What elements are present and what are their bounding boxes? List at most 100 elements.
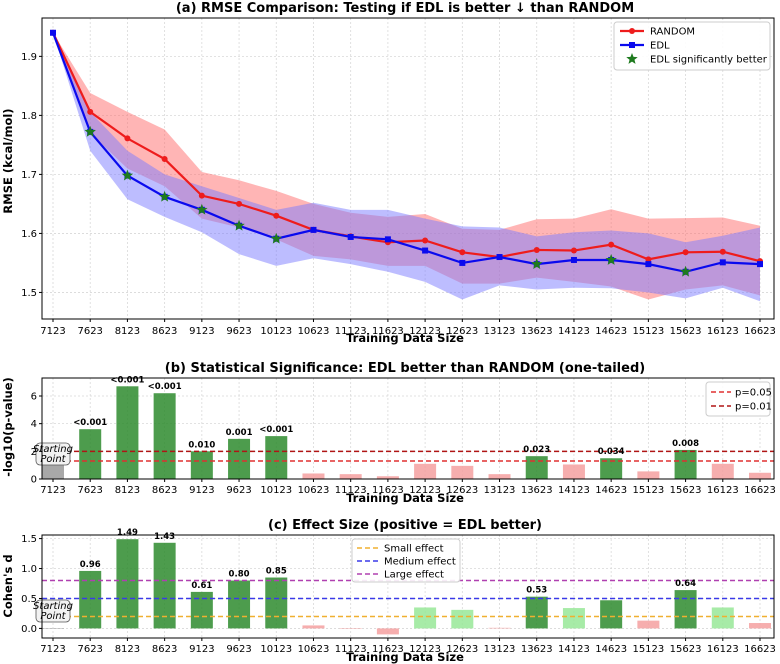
bar	[153, 393, 176, 479]
bar	[414, 463, 437, 479]
x-tick-label: 12123	[409, 326, 441, 337]
plot-frame	[41, 377, 775, 480]
y-tick-label: 1.7	[21, 170, 37, 181]
y-tick-label: 1.0	[21, 564, 37, 575]
bar	[376, 476, 399, 479]
x-tick-label: 8123	[115, 644, 140, 655]
bar-value-label: <0.001	[259, 425, 293, 435]
x-tick-label: 8123	[115, 326, 140, 337]
legend-label: p=0.01	[735, 402, 772, 413]
starting-point-box	[35, 599, 71, 623]
starting-point-label: Point	[40, 611, 66, 622]
legend-marker-random	[629, 28, 635, 34]
bar	[488, 627, 511, 629]
panel-b-title: (b) Statistical Significance: EDL better…	[165, 361, 645, 376]
bar	[600, 600, 623, 629]
bar-value-label: 0.64	[675, 579, 696, 589]
x-tick-label: 14623	[595, 644, 627, 655]
x-tick-label: 10123	[260, 326, 292, 337]
bar	[153, 542, 176, 629]
bar-value-label: 0.53	[526, 586, 547, 596]
x-tick-label: 11623	[372, 644, 404, 655]
x-tick-label: 9623	[226, 326, 251, 337]
bar	[749, 472, 771, 479]
x-tick-label: 15623	[670, 644, 702, 655]
data-point-random	[608, 241, 615, 248]
data-point-random	[682, 249, 689, 256]
x-tick-label: 12123	[409, 644, 441, 655]
legend-box	[351, 538, 461, 583]
data-point-edl	[384, 236, 391, 243]
legend-star-icon	[626, 53, 638, 64]
bar	[637, 471, 660, 479]
bar	[749, 623, 771, 629]
bar	[414, 607, 437, 629]
x-tick-label: 10623	[298, 326, 330, 337]
bar-value-label: 0.80	[229, 570, 250, 580]
bar	[228, 438, 251, 479]
starting-point-label: Starting	[33, 444, 73, 455]
bar	[302, 473, 325, 479]
bar	[228, 580, 251, 629]
bar	[79, 429, 102, 479]
bar-value-label: 0.010	[188, 440, 215, 450]
legend-box	[705, 381, 771, 417]
bar	[674, 590, 697, 629]
data-point-random	[161, 156, 168, 163]
starting-point-label: Point	[40, 454, 66, 465]
significance-star	[158, 190, 171, 202]
bar	[711, 607, 734, 629]
bar	[488, 474, 511, 479]
bar-value-label: 0.008	[672, 439, 699, 449]
legend-label: Large effect	[384, 570, 444, 581]
x-tick-label: 14123	[558, 485, 590, 496]
bar	[451, 609, 474, 629]
bar	[265, 436, 288, 479]
y-tick-label: 1.6	[21, 229, 37, 240]
panel-c-title: (c) Effect Size (positive = EDL better)	[268, 518, 542, 533]
legend-marker-edl	[629, 42, 635, 48]
significance-star	[531, 258, 543, 269]
legend-label-random: RANDOM	[650, 27, 695, 38]
bar	[116, 386, 139, 479]
data-point-random	[236, 200, 243, 207]
x-tick-label: 14123	[558, 326, 590, 337]
plot-frame	[41, 17, 775, 320]
bar-value-label: 1.43	[154, 532, 175, 542]
x-tick-label: 9623	[226, 644, 251, 655]
bar	[600, 458, 623, 479]
legend: Small effect Medium effect Large effect	[351, 538, 461, 583]
bar-value-label: <0.001	[73, 418, 107, 428]
y-tick-label: 0.0	[21, 624, 37, 635]
x-tick-label: 11623	[372, 485, 404, 496]
data-point-random	[570, 247, 577, 254]
bar	[711, 463, 734, 479]
data-point-random	[422, 237, 429, 244]
x-tick-label: 14623	[595, 326, 627, 337]
x-tick-label: 16623	[744, 326, 776, 337]
x-tick-label: 15123	[632, 326, 664, 337]
panel-a-ylabel: RMSE (kcal/mol)	[1, 108, 15, 213]
panel-b-ylabel: -log10(p-value)	[1, 377, 15, 477]
data-point-edl	[50, 29, 56, 36]
y-tick-label: 6	[31, 391, 37, 402]
x-tick-label: 15623	[670, 485, 702, 496]
y-tick-label: 0.5	[21, 594, 37, 605]
panel-significance: (b) Statistical Significance: EDL better…	[1, 361, 776, 505]
x-tick-label: 16123	[707, 644, 739, 655]
data-point-edl	[347, 233, 354, 240]
x-tick-label: 9123	[189, 644, 214, 655]
significance-star	[196, 203, 208, 215]
data-point-random	[645, 256, 652, 263]
starting-point-label: Starting	[33, 601, 73, 612]
x-tick-label: 7623	[77, 485, 102, 496]
bar-value-label: 0.023	[523, 445, 550, 455]
bar	[451, 465, 474, 479]
significance-star	[233, 219, 245, 231]
bar	[42, 628, 64, 629]
data-point-random	[273, 212, 280, 219]
bar	[42, 465, 64, 479]
starting-point-box	[35, 442, 71, 466]
confidence-band-edl	[53, 32, 760, 302]
